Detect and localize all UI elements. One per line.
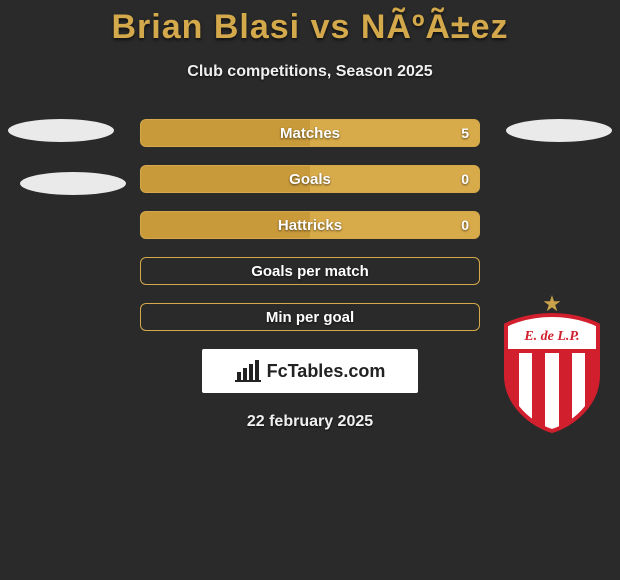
stat-bar-goals-per-match: Goals per match bbox=[140, 257, 480, 285]
stat-bar-goals: Goals 0 bbox=[140, 165, 480, 193]
placeholder-ellipse bbox=[8, 119, 114, 142]
stat-bars: Matches 5 Goals 0 Hattricks 0 Goals per … bbox=[140, 119, 480, 331]
comparison-content: Matches 5 Goals 0 Hattricks 0 Goals per … bbox=[0, 119, 620, 431]
brand-badge: FcTables.com bbox=[202, 349, 418, 393]
stat-bar-matches: Matches 5 bbox=[140, 119, 480, 147]
stat-bar-hattricks: Hattricks 0 bbox=[140, 211, 480, 239]
placeholder-ellipse bbox=[506, 119, 612, 142]
star-icon: ★ bbox=[542, 293, 562, 315]
crest-text: E. de L.P. bbox=[523, 329, 579, 344]
stat-label: Goals per match bbox=[251, 263, 369, 280]
club-crest: ★ E. de L.P. bbox=[502, 293, 602, 433]
stat-bar-min-per-goal: Min per goal bbox=[140, 303, 480, 331]
left-placeholder bbox=[8, 119, 126, 225]
stat-label: Min per goal bbox=[266, 309, 354, 326]
stat-value: 0 bbox=[461, 217, 469, 233]
stat-value: 5 bbox=[461, 125, 469, 141]
stat-value: 0 bbox=[461, 171, 469, 187]
stat-label: Matches bbox=[280, 125, 340, 142]
stat-label: Goals bbox=[289, 171, 331, 188]
brand-text: FcTables.com bbox=[267, 361, 386, 382]
page-subtitle: Club competitions, Season 2025 bbox=[0, 63, 620, 81]
right-placeholder bbox=[506, 119, 612, 172]
bar-chart-icon bbox=[235, 360, 261, 382]
shield-icon: E. de L.P. bbox=[502, 313, 602, 433]
placeholder-ellipse bbox=[20, 172, 126, 195]
stat-label: Hattricks bbox=[278, 217, 342, 234]
page-title: Brian Blasi vs NÃºÃ±ez bbox=[0, 0, 620, 47]
